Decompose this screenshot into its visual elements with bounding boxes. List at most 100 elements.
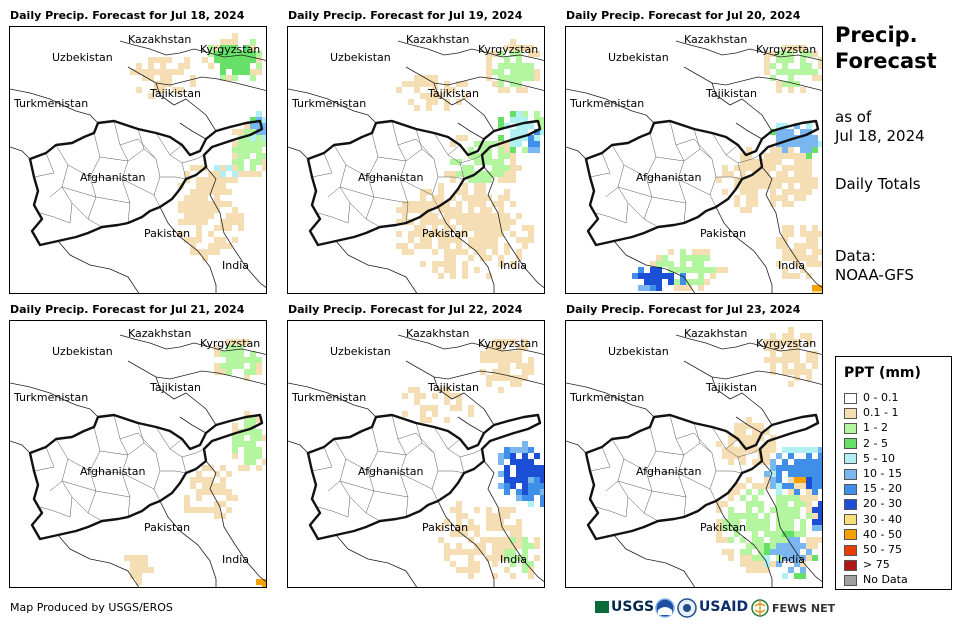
country-label-pakistan: Pakistan	[700, 521, 746, 534]
precip-cell	[764, 183, 770, 189]
precip-cell	[498, 549, 504, 555]
precip-cell	[746, 183, 752, 189]
precip-cell	[208, 231, 214, 237]
precip-cell	[510, 117, 516, 123]
precip-cell	[728, 519, 734, 525]
precip-cell	[202, 57, 208, 63]
precip-cell	[486, 525, 492, 531]
country-border	[566, 382, 655, 418]
precip-cell	[782, 189, 788, 195]
precip-cell	[190, 75, 196, 81]
precip-cell	[770, 435, 776, 441]
precip-cell	[782, 339, 788, 345]
province-boundary	[623, 164, 711, 196]
precip-cell	[226, 507, 232, 513]
precip-cell	[510, 51, 516, 57]
precip-cell	[806, 333, 812, 339]
country-label-kyrgyzstan: Kyrgyzstan	[756, 43, 816, 56]
country-border	[397, 40, 544, 61]
precip-cell	[498, 177, 504, 183]
precip-cell	[438, 207, 444, 213]
precip-cell	[764, 69, 770, 75]
country-label-kyrgyzstan: Kyrgyzstan	[478, 43, 538, 56]
province-boundary	[669, 414, 687, 518]
precip-cell	[812, 285, 818, 291]
precip-cell	[232, 51, 238, 57]
precip-cell	[800, 195, 806, 201]
precip-cell	[450, 141, 456, 147]
precip-cell	[214, 249, 220, 255]
precip-cell	[432, 87, 438, 93]
precip-cell	[214, 189, 220, 195]
precip-cell	[498, 159, 504, 165]
precip-cell	[806, 147, 812, 153]
precip-cell	[728, 507, 734, 513]
precip-cell	[818, 465, 822, 471]
precip-cell	[528, 363, 534, 369]
precip-cell	[510, 573, 516, 579]
precip-cell	[812, 483, 818, 489]
precip-cell	[758, 555, 764, 561]
precip-cell	[680, 261, 686, 267]
precip-cell	[516, 213, 522, 219]
precip-cell	[214, 345, 220, 351]
precip-cell	[244, 129, 250, 135]
precip-cell	[528, 231, 534, 237]
precip-cell	[504, 567, 510, 573]
precip-cell	[806, 513, 812, 519]
precip-cell	[528, 123, 534, 129]
precip-cell	[698, 279, 704, 285]
precip-cell	[486, 351, 492, 357]
precip-cell	[806, 177, 812, 183]
precip-cell	[746, 441, 752, 447]
precip-cell	[468, 177, 474, 183]
precip-cell	[256, 369, 262, 375]
precip-cell	[256, 111, 262, 117]
precip-cell	[528, 63, 534, 69]
precip-cell	[794, 531, 800, 537]
precip-cell	[504, 549, 510, 555]
precip-cell	[800, 501, 806, 507]
precip-map: Kazakhstan Uzbekistan Kyrgyzstan Tajikistan…	[565, 320, 823, 588]
precip-cell	[432, 261, 438, 267]
precip-cell	[746, 477, 752, 483]
province-boundary	[33, 152, 55, 178]
precip-cell	[794, 165, 800, 171]
precip-cell	[498, 201, 504, 207]
precip-cell	[782, 543, 788, 549]
country-label-india: India	[778, 259, 805, 272]
precip-cell	[184, 501, 190, 507]
province-boundary	[345, 458, 433, 490]
precip-cell	[178, 231, 184, 237]
precip-cell	[528, 141, 534, 147]
precip-cell	[764, 429, 770, 435]
precip-cell	[202, 507, 208, 513]
precip-cell	[504, 141, 510, 147]
precip-cell	[432, 225, 438, 231]
precip-cell	[806, 465, 812, 471]
precip-cell	[492, 231, 498, 237]
precip-cell	[516, 165, 522, 171]
precip-cell	[522, 567, 528, 573]
country-border	[433, 376, 495, 426]
afghanistan-outline	[306, 119, 542, 247]
precip-cell	[196, 189, 202, 195]
precip-cell	[770, 189, 776, 195]
precip-cell	[788, 357, 794, 363]
precip-cell	[528, 237, 534, 243]
precip-cell	[698, 261, 704, 267]
precip-cell	[184, 201, 190, 207]
precip-cell	[444, 81, 450, 87]
precip-cell	[178, 201, 184, 207]
precip-cell	[220, 237, 226, 243]
precip-cell	[800, 573, 806, 579]
precip-cell	[420, 189, 426, 195]
precip-cell	[462, 231, 468, 237]
precip-cell	[256, 63, 262, 69]
precip-cell	[800, 153, 806, 159]
country-border	[127, 66, 266, 91]
precip-cell	[474, 141, 480, 147]
precip-cell	[402, 393, 408, 399]
precip-cell	[196, 183, 202, 189]
precip-cell	[498, 357, 504, 363]
